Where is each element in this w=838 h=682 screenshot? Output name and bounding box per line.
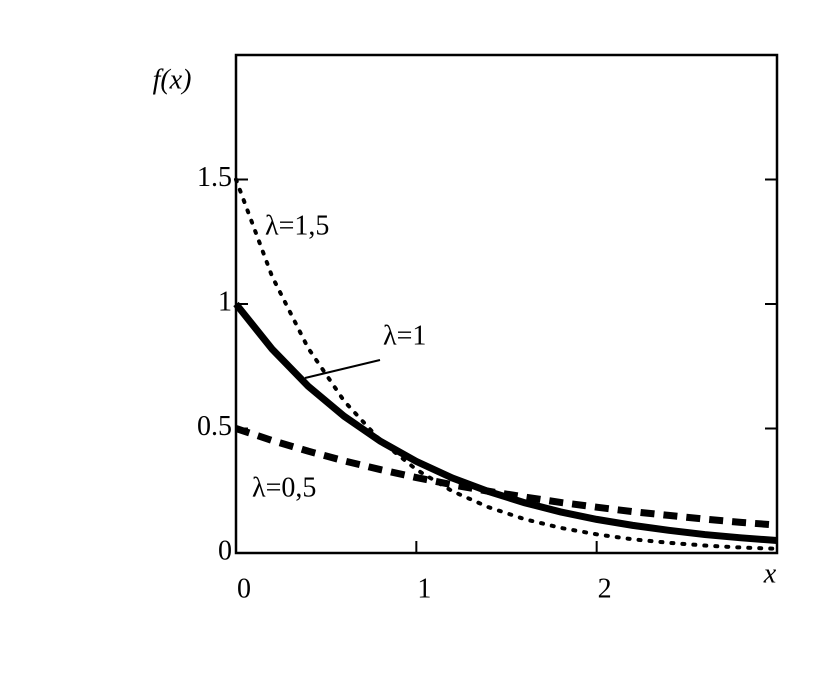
y-tick-label: 1.5 [197, 162, 232, 193]
series-label: λ=0,5 [252, 472, 316, 503]
series-label: λ=1,5 [265, 210, 329, 241]
x-tick-label: 1 [417, 573, 431, 604]
y-axis-label: f(x) [153, 64, 192, 95]
label-leader [304, 359, 381, 379]
x-tick-label: 0 [237, 573, 251, 604]
plot-frame [234, 53, 779, 555]
x-tick-label: 2 [598, 573, 612, 604]
line-series [234, 425, 778, 529]
y-tick-label: 0 [218, 535, 232, 566]
series-label: λ=1 [383, 320, 426, 351]
y-tick-label: 1 [218, 286, 232, 317]
y-tick-label: 0.5 [197, 411, 232, 442]
x-axis-label: x [763, 558, 777, 589]
line-series [233, 301, 778, 545]
